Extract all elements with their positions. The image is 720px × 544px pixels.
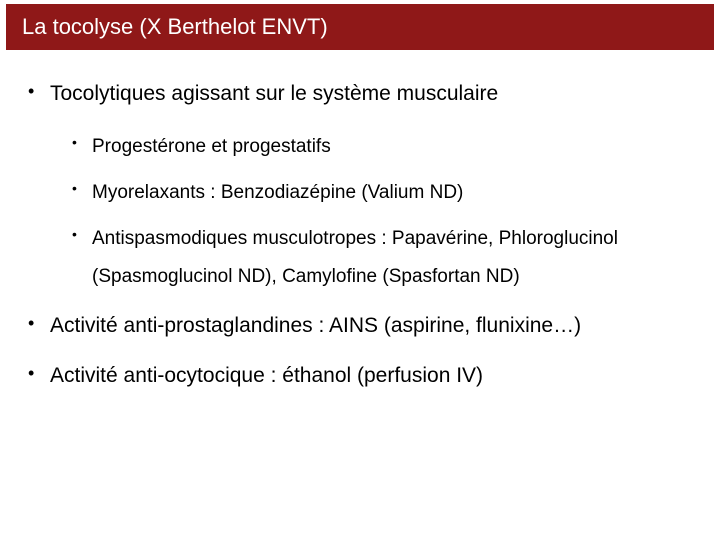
bullet-text: Antispasmodiques musculotropes : Papavér… xyxy=(92,228,618,287)
slide-content: Tocolytiques agissant sur le système mus… xyxy=(0,50,720,396)
bullet-list-level2: Progestérone et progestatifs Myorelaxant… xyxy=(50,128,720,296)
list-item: Progestérone et progestatifs xyxy=(70,128,720,166)
bullet-text: Activité anti-ocytocique : éthanol (perf… xyxy=(50,364,483,387)
bullet-text: Myorelaxants : Benzodiazépine (Valium ND… xyxy=(92,182,463,203)
slide-title-bar: La tocolyse (X Berthelot ENVT) xyxy=(6,4,714,50)
bullet-text: Activité anti-prostaglandines : AINS (as… xyxy=(50,314,581,337)
bullet-text: Progestérone et progestatifs xyxy=(92,136,331,157)
list-item: Tocolytiques agissant sur le système mus… xyxy=(26,74,720,296)
bullet-text: Tocolytiques agissant sur le système mus… xyxy=(50,82,498,105)
list-item: Activité anti-ocytocique : éthanol (perf… xyxy=(26,356,720,396)
list-item: Myorelaxants : Benzodiazépine (Valium ND… xyxy=(70,174,720,212)
list-item: Activité anti-prostaglandines : AINS (as… xyxy=(26,306,720,346)
list-item: Antispasmodiques musculotropes : Papavér… xyxy=(70,220,720,296)
slide-title-text: La tocolyse (X Berthelot ENVT) xyxy=(22,14,328,39)
bullet-list-level1: Tocolytiques agissant sur le système mus… xyxy=(0,74,720,396)
